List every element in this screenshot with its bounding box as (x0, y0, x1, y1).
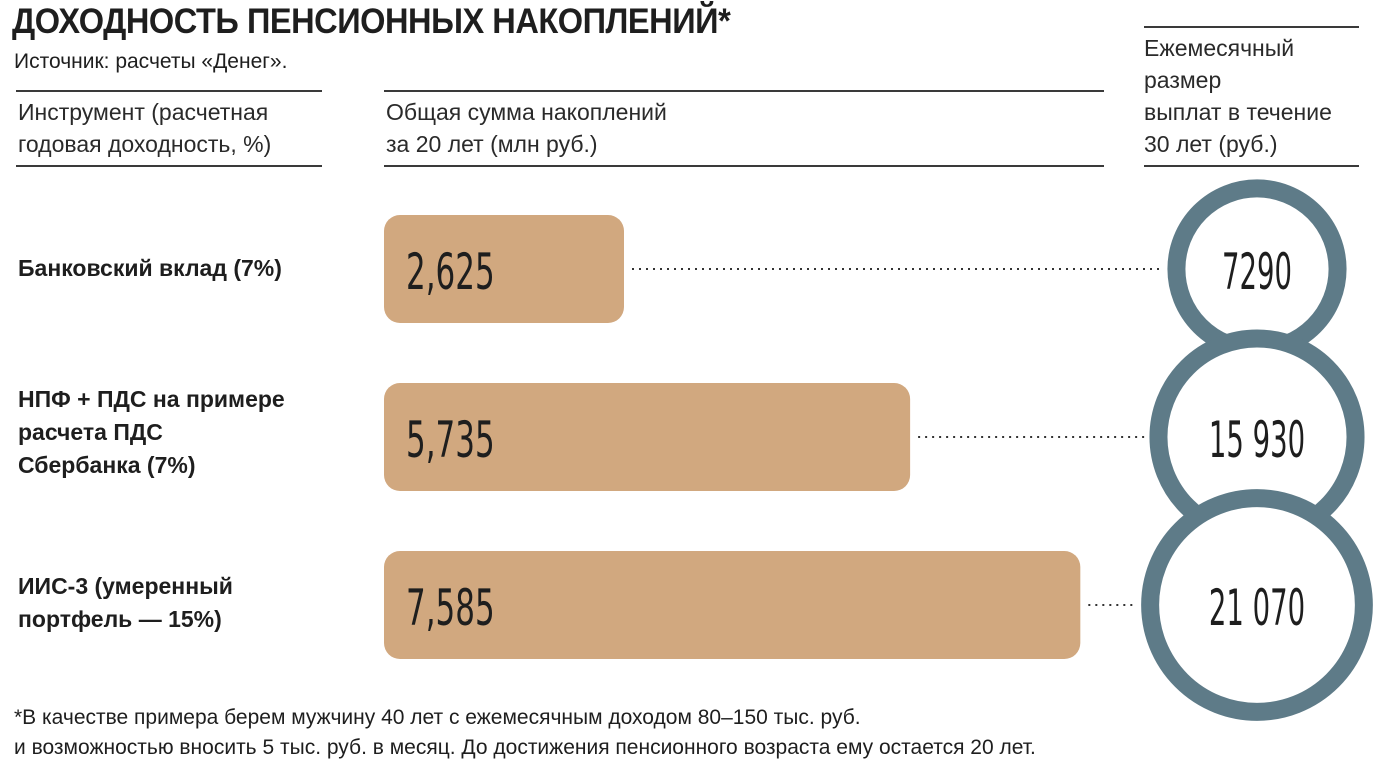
bar-total (384, 551, 1081, 659)
row-label: Банковский вклад (7%) (18, 255, 282, 281)
header-rule-top (384, 90, 1104, 92)
column-header-total: Общая сумма накоплений за 20 лет (млн ру… (386, 99, 667, 157)
header-rule-bottom (1144, 165, 1359, 167)
payout-value-label: 15 930 (1209, 411, 1305, 469)
bar-value-label: 2,625 (406, 242, 495, 301)
row-label: НПФ + ПДС на примере расчета ПДС Сбербан… (18, 386, 285, 478)
bar-total (384, 215, 624, 323)
footnote: *В качестве примера берем мужчину 40 лет… (14, 706, 1036, 759)
header-rule-bottom (384, 165, 1104, 167)
header-rule-top (1144, 26, 1359, 28)
chart-title: ДОХОДНОСТЬ ПЕНСИОННЫХ НАКОПЛЕНИЙ* (12, 2, 731, 41)
header-rule-bottom (16, 165, 322, 167)
bar-value-label: 5,735 (406, 410, 495, 469)
payout-ring (1141, 489, 1373, 721)
header-rule-top (16, 90, 322, 92)
column-header-payout: Ежемесячный размер выплат в течение 30 л… (1144, 35, 1332, 157)
row-label: ИИС-3 (умеренный портфель — 15%) (18, 573, 233, 632)
payout-value-label: 21 070 (1209, 579, 1305, 637)
source-note: Источник: расчеты «Денег». (14, 50, 288, 73)
bar-total (384, 383, 911, 491)
payout-value-label: 7290 (1222, 243, 1292, 301)
bar-value-label: 7,585 (406, 578, 495, 637)
column-header-instrument: Инструмент (расчетная годовая доходность… (18, 99, 272, 157)
